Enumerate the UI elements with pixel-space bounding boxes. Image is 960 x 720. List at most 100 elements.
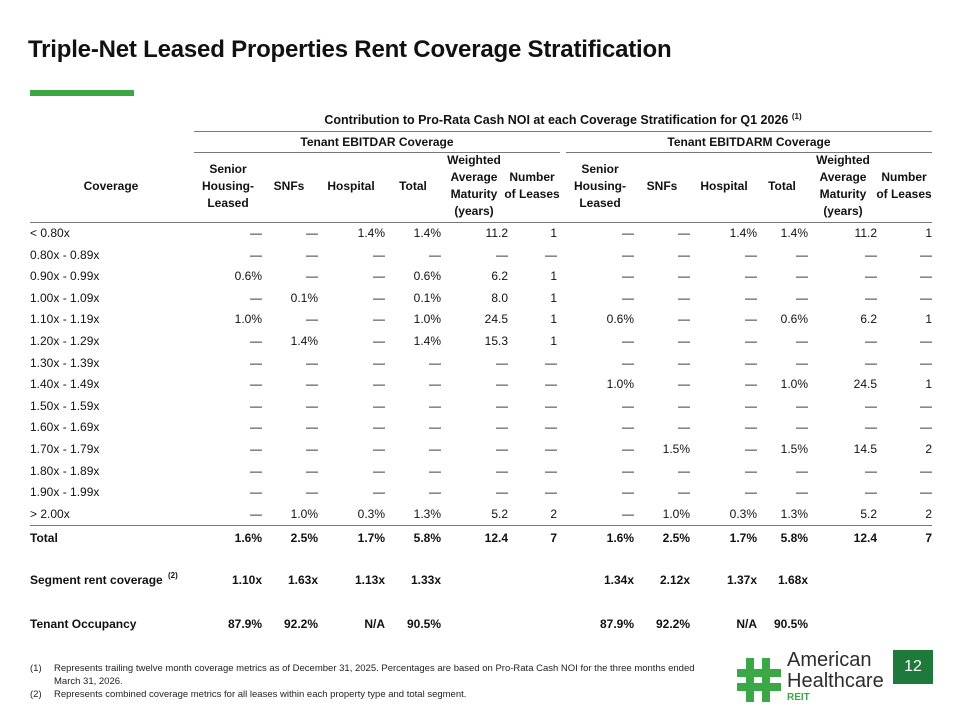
table-cell: — — [373, 442, 385, 456]
table-cell: 24.5 — [853, 377, 877, 392]
table-cell: — — [622, 247, 634, 262]
table-cell: 1.0% — [606, 377, 634, 392]
table-cell: — — [920, 420, 932, 435]
table-cell: — — [796, 290, 808, 305]
table-cell: — — [373, 247, 385, 262]
table-cell: — — [865, 355, 877, 370]
table-cell: — — [745, 290, 757, 305]
row-label: 1.70x - 1.79x — [30, 442, 100, 456]
table-cell: — — [496, 463, 508, 478]
col-header-ebitdar-3: Hospital — [327, 178, 375, 193]
table-cell: — — [373, 485, 385, 500]
row-label: Segment rent coverage — [30, 573, 163, 587]
table-cell: — — [306, 398, 318, 413]
table-cell: 1.4% — [290, 334, 318, 348]
table-cell: 0.1% — [290, 290, 318, 305]
title-accent-bar — [30, 90, 134, 96]
table-cell: — — [622, 269, 634, 284]
table-cell: — — [622, 398, 634, 413]
table-cell: — — [865, 463, 877, 478]
table-cell: 90.5% — [773, 617, 808, 631]
table-cell: — — [545, 463, 557, 478]
table-cell: 6.2 — [860, 312, 877, 327]
table-cell: 1 — [550, 226, 557, 240]
table-cell: — — [306, 355, 318, 370]
row-label: > 2.00x — [30, 506, 70, 521]
row-label: 1.90x - 1.99x — [30, 485, 100, 500]
table-cell: 1 — [925, 312, 932, 327]
row-label-note: (2) — [168, 571, 178, 580]
table-cell: — — [306, 247, 318, 262]
table-cell: — — [545, 247, 557, 262]
table-cell: — — [920, 355, 932, 370]
table-cell: 1.0% — [290, 506, 318, 521]
table-cell: — — [796, 485, 808, 500]
col-header-ebitdarm-3: Hospital — [700, 178, 748, 193]
table-cell: 0.3% — [729, 506, 757, 521]
table-cell: 1 — [550, 312, 557, 327]
table-cell: 87.9% — [599, 617, 634, 631]
table-cell: 15.3 — [484, 334, 508, 348]
table-cell: — — [796, 420, 808, 435]
table-cell: — — [429, 377, 441, 392]
table-cell: 1 — [550, 269, 557, 284]
table-cell: — — [865, 420, 877, 435]
table-row: 1.40x - 1.49x — — — — — — 1.0% — — 1.0% 24.5 1 — [30, 374, 932, 395]
table-cell: — — [373, 269, 385, 284]
table-cell: 11.2 — [854, 226, 877, 240]
col-header-ebitdarm-6: Number of Leases — [876, 170, 932, 201]
table-cell: 5.8% — [413, 531, 441, 545]
total-top-rule — [30, 525, 932, 526]
footnote-1: (1) Represents trailing twelve month cov… — [30, 662, 720, 688]
table-cell: — — [678, 398, 690, 413]
table-cell: — — [373, 398, 385, 413]
table-cell: — — [306, 485, 318, 500]
col-header-coverage: Coverage — [83, 178, 139, 193]
col-header-ebitdar-5: Weighted Average Maturity (years) — [447, 153, 501, 218]
logo-line-1: American — [787, 649, 872, 671]
table-cell: N/A — [364, 617, 385, 631]
table-cell: 1.3% — [780, 506, 808, 521]
super-header-text: Contribution to Pro-Rata Cash NOI at eac… — [324, 113, 789, 128]
table-cell: 1.34x — [603, 573, 634, 587]
table-cell: — — [545, 420, 557, 435]
table-row: 1.90x - 1.99x — — — — — — — — — — — — — [30, 482, 932, 503]
table-cell: — — [306, 269, 318, 284]
table-cell: — — [865, 247, 877, 262]
table-cell: 1.10x — [231, 573, 262, 587]
table-cell: 24.5 — [484, 312, 508, 327]
table-cell: 92.2% — [655, 617, 690, 631]
table-cell: — — [250, 506, 262, 521]
table-cell: 1.0% — [413, 312, 441, 327]
table-cell: — — [622, 420, 634, 435]
table-cell: — — [250, 355, 262, 370]
row-label: 0.80x - 0.89x — [30, 247, 100, 262]
table-cell: — — [545, 485, 557, 500]
table-cell: — — [306, 312, 318, 327]
table-cell: — — [622, 463, 634, 478]
table-cell: — — [250, 226, 262, 240]
table-cell: 92.2% — [283, 617, 318, 631]
row-label: Total — [30, 531, 58, 545]
table-super-header: Contribution to Pro-Rata Cash NOI at eac… — [194, 112, 932, 127]
table-cell: — — [920, 290, 932, 305]
footnote-2: (2) Represents combined coverage metrics… — [30, 688, 720, 701]
table-cell: — — [496, 442, 508, 456]
table-cell: — — [250, 290, 262, 305]
table-cell: 2.12x — [659, 573, 690, 587]
table-cell: — — [678, 247, 690, 262]
table-cell: 0.6% — [780, 312, 808, 327]
table-cell: — — [796, 269, 808, 284]
table-cell: — — [429, 463, 441, 478]
table-cell: — — [745, 398, 757, 413]
row-label: 1.60x - 1.69x — [30, 420, 100, 435]
table-cell: — — [545, 377, 557, 392]
table-cell: 1.4% — [413, 226, 441, 240]
table-cell: 1.0% — [662, 506, 690, 521]
table-cell: — — [429, 398, 441, 413]
table-cell: — — [920, 269, 932, 284]
footnotes: (1) Represents trailing twelve month cov… — [30, 662, 720, 701]
logo-line-2: Healthcare — [787, 670, 884, 692]
footnote-1-text: Represents trailing twelve month coverag… — [54, 663, 695, 687]
table-cell: — — [496, 377, 508, 392]
